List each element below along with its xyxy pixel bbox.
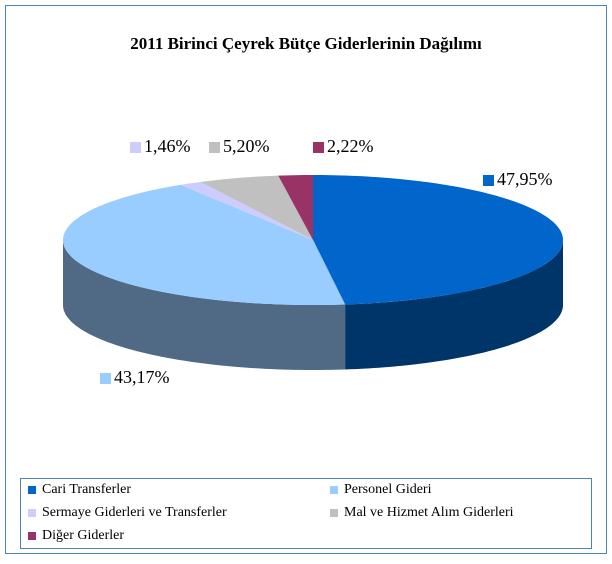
data-label: 1,46% (144, 136, 191, 156)
legend-swatch (330, 509, 338, 517)
legend-label: Sermaye Giderleri ve Transferler (42, 505, 227, 520)
data-label: 5,20% (223, 136, 270, 156)
slice (63, 184, 346, 305)
label-marker (313, 142, 324, 153)
legend-swatch (28, 509, 36, 517)
slice-side (345, 240, 563, 370)
label-marker (100, 373, 111, 384)
chart-title: 2011 Birinci Çeyrek Bütçe Giderlerinin D… (130, 34, 482, 53)
slice-side (63, 240, 346, 370)
label-marker (209, 142, 220, 153)
label-marker (130, 142, 141, 153)
data-label: 2,22% (327, 136, 374, 156)
slice (200, 175, 313, 240)
legend-swatch (330, 486, 338, 494)
legend-swatch (28, 486, 36, 494)
slice (180, 181, 313, 240)
legend-label: Mal ve Hizmet Alım Giderleri (344, 505, 514, 520)
slice (278, 175, 313, 240)
data-label: 47,95% (497, 169, 553, 189)
legend-label: Diğer Giderler (42, 528, 124, 543)
legend-label: Cari Transferler (42, 482, 131, 497)
legend-label: Personel Gideri (344, 482, 432, 497)
data-label: 43,17% (114, 367, 170, 387)
label-marker (483, 175, 494, 186)
slice (313, 175, 563, 305)
legend-box (20, 478, 592, 549)
legend-swatch (28, 532, 36, 540)
